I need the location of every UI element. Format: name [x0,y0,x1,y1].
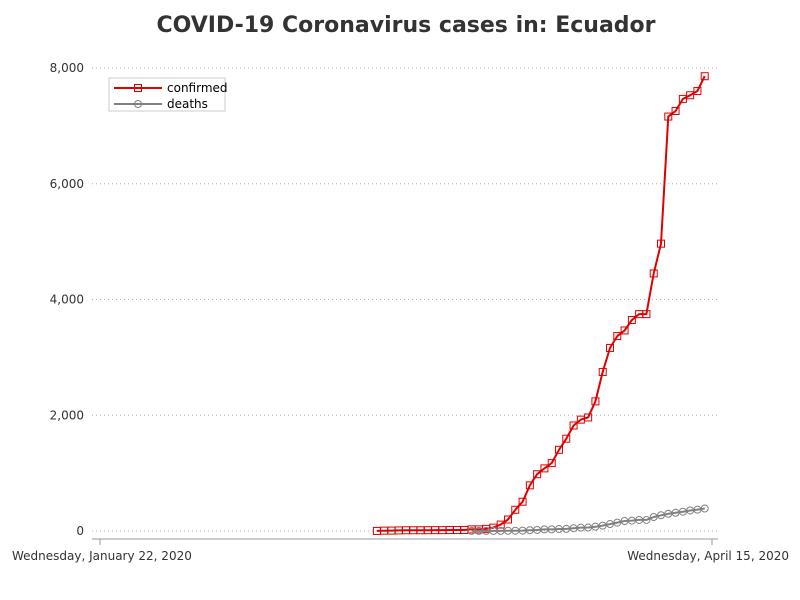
gridlines [92,67,718,532]
y-tick-label: 4,000 [50,293,84,307]
data-point [664,112,673,121]
y-tick-label: 8,000 [50,61,84,75]
data-point [540,464,549,473]
data-point [533,470,542,479]
legend-confirmed-label: confirmed [167,81,228,95]
x-tick-label: Wednesday, January 22, 2020 [12,549,192,563]
data-point [700,72,709,81]
axes: 0 2,000 4,000 6,000 8,000 Wednesday, January … [12,61,789,563]
data-point [627,315,636,324]
data-point [686,91,695,100]
data-point [649,269,658,278]
data-point [657,239,665,248]
data-point [555,445,563,454]
y-tick-label: 0 [76,524,84,538]
data-point [606,520,614,529]
data-point [613,518,622,527]
data-point [642,515,651,524]
data-point [496,520,505,529]
data-point [642,310,651,319]
data-point [671,107,680,116]
data-point [613,332,622,341]
legend: confirmed deaths [108,77,228,112]
legend-deaths-label: deaths [167,97,208,111]
data-point [700,504,709,513]
series-confirmed [372,72,709,535]
data-point [598,367,607,376]
y-tick-label: 2,000 [50,408,84,422]
data-point [569,421,578,430]
series-line [376,75,706,532]
chart-title: COVID-19 Coronavirus cases in: Ecuador [156,13,655,38]
data-point [525,481,534,490]
data-point [547,459,556,468]
data-point [511,505,520,514]
plot-area [372,72,709,535]
data-point [649,512,658,521]
legend-box [108,77,226,112]
series-deaths [467,504,709,535]
data-point [591,397,600,406]
legend-deaths-marker [134,100,142,108]
data-point [584,413,593,422]
data-point [657,511,665,520]
data-point [620,326,629,335]
x-tick-label: Wednesday, April 15, 2020 [627,549,789,563]
data-point [518,497,527,506]
y-tick-label: 6,000 [50,177,84,191]
data-point [598,521,607,530]
series-line [471,507,705,532]
legend-confirmed-marker [134,84,142,92]
data-point [606,343,614,352]
data-point [693,86,702,95]
data-point [562,434,571,443]
data-point [504,515,512,524]
